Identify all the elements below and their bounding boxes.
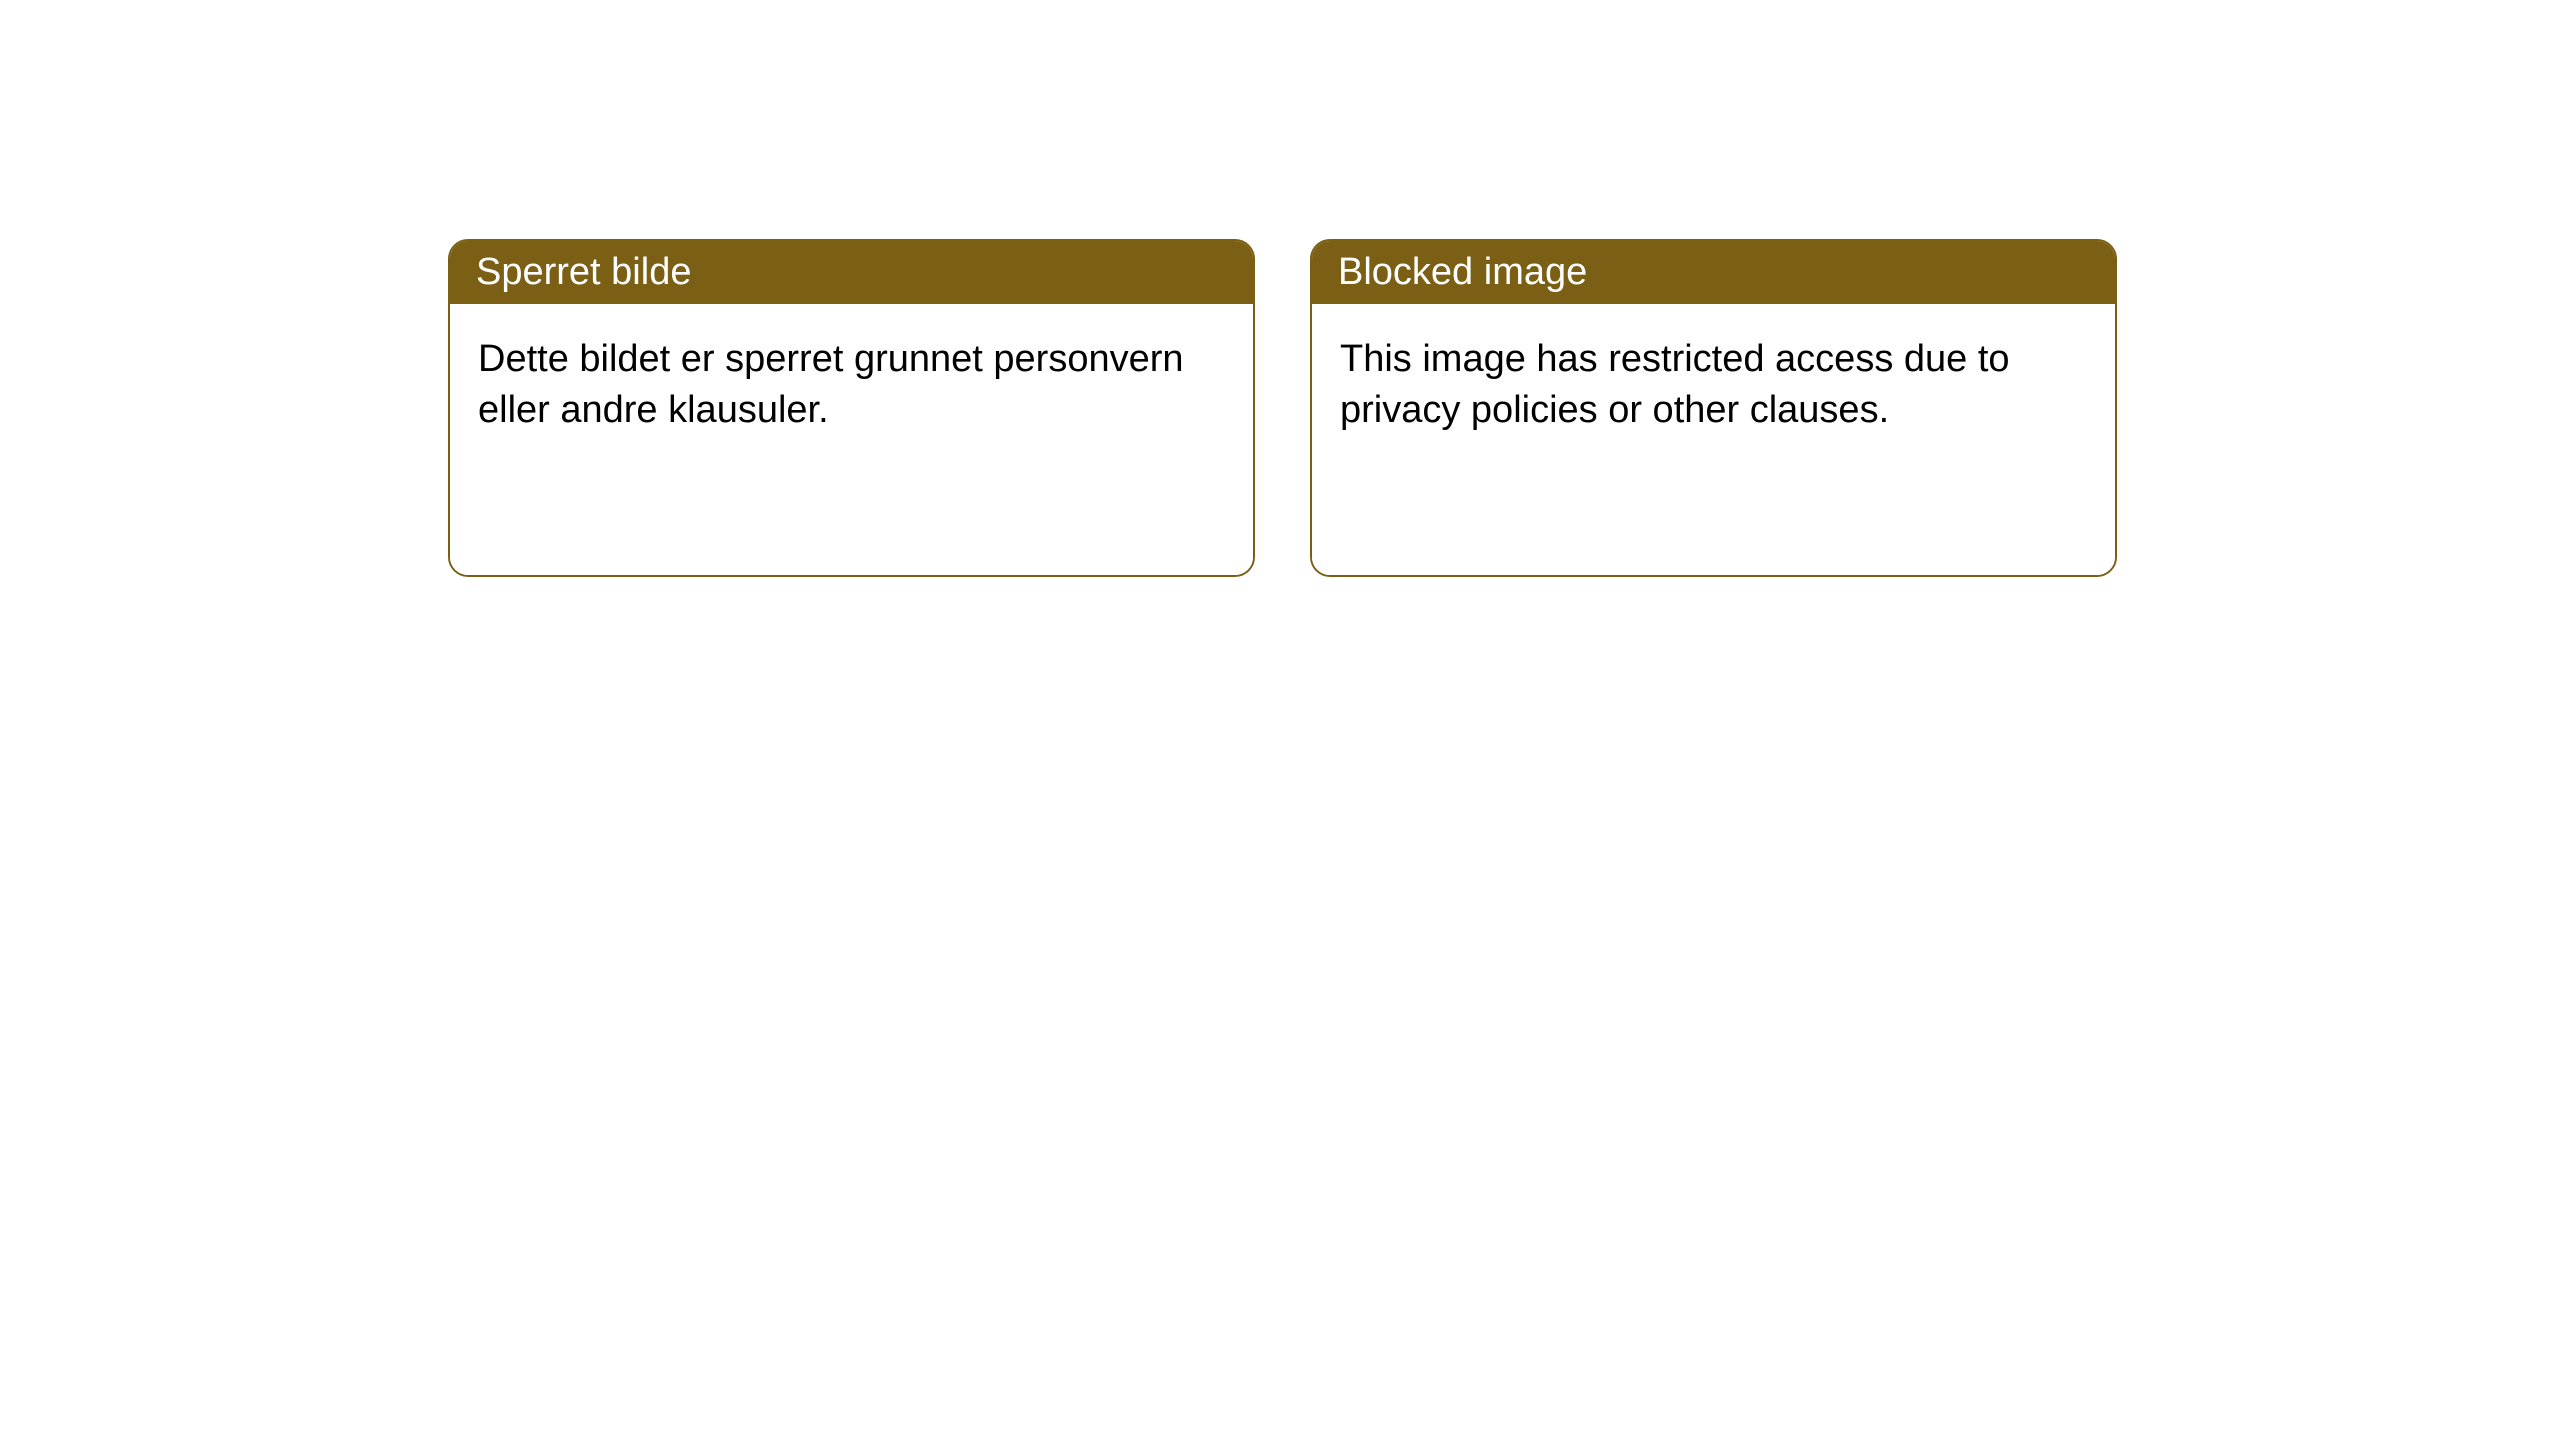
card-body-text: This image has restricted access due to … [1312,304,2115,575]
blocked-image-notices: Sperret bilde Dette bildet er sperret gr… [0,0,2560,577]
blocked-image-card-no: Sperret bilde Dette bildet er sperret gr… [448,239,1255,577]
card-body-text: Dette bildet er sperret grunnet personve… [450,304,1253,575]
card-title: Blocked image [1312,241,2115,304]
blocked-image-card-en: Blocked image This image has restricted … [1310,239,2117,577]
card-title: Sperret bilde [450,241,1253,304]
